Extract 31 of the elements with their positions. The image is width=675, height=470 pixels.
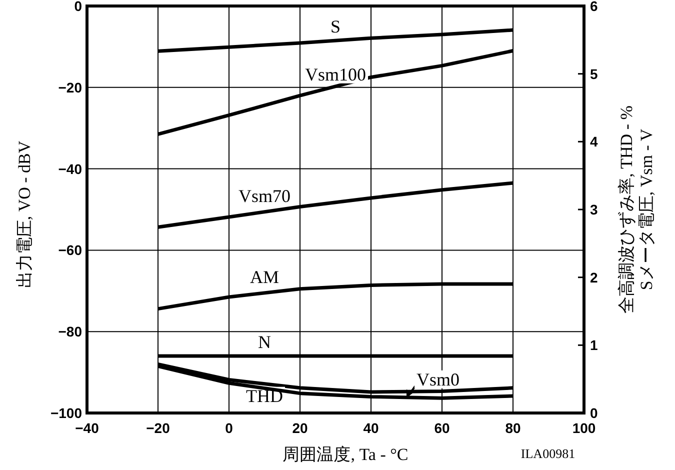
- y-tick-label: −60: [58, 242, 82, 258]
- x-tick-label: 60: [434, 420, 450, 436]
- series-label: Vsm100: [304, 64, 366, 84]
- y-tick-label: 0: [74, 0, 82, 14]
- y2-tick-label: 5: [590, 66, 598, 82]
- y2-tick-label: 2: [590, 269, 598, 286]
- y-tick-label: −40: [58, 160, 82, 177]
- y2-tick-label: 1: [590, 337, 598, 354]
- y-tick-label: −100: [50, 405, 82, 421]
- y-tick-label: −80: [58, 324, 82, 340]
- y2-tick-label: 4: [590, 134, 598, 150]
- y-tick-label: −20: [58, 79, 82, 96]
- x-tick-label: 40: [363, 420, 379, 436]
- text: ILA00981: [520, 446, 576, 461]
- x-tick-label: 20: [292, 420, 308, 436]
- series-label: S: [330, 16, 341, 37]
- legend-label: Vsm0: [416, 369, 460, 390]
- series-label: AM: [250, 266, 280, 287]
- y2-axis-title: 全高調波ひずみ率, THD - % Sメータ電圧, Vsm - V: [617, 106, 656, 314]
- x-tick-label: −20: [146, 420, 170, 436]
- series-label: Vsm70: [238, 186, 291, 206]
- x-tick-label: 0: [225, 420, 234, 436]
- y-axis-title: 出力電圧, VO - dBV: [15, 140, 34, 288]
- y2-tick-label: 0: [590, 405, 598, 421]
- x-tick-label: −40: [75, 420, 100, 436]
- x-axis-title: 周囲温度, Ta - °C: [282, 445, 408, 464]
- y2-tick-label: 3: [590, 202, 598, 218]
- x-tick-label: 80: [505, 420, 521, 436]
- y2-tick-label: 6: [590, 0, 598, 14]
- x-tick-label: 100: [572, 420, 596, 436]
- series-label: N: [258, 332, 271, 352]
